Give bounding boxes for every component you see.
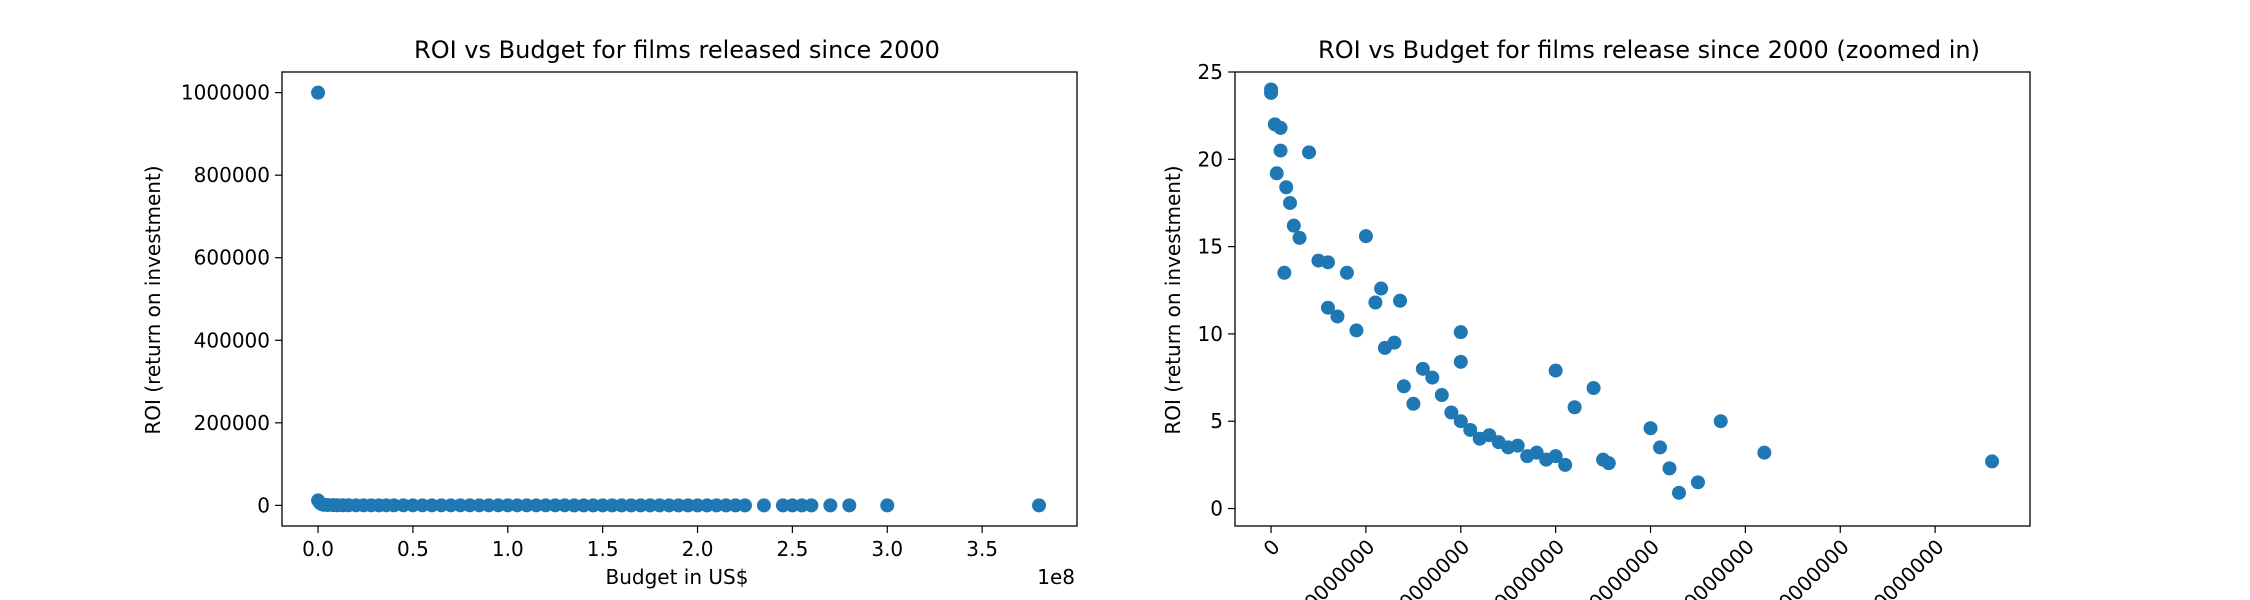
chart-left-point [1032,498,1047,513]
chart-right-point [1330,309,1345,324]
chart-right-points [1264,82,2000,500]
chart-left-point [804,498,819,513]
chart-left-x-axis-label: Budget in US$ [606,565,749,589]
chart-left-y-tick-label: 600000 [194,246,270,270]
chart-right-point [1320,300,1335,315]
chart-left-x-tick-label: 0.5 [397,537,429,561]
chart-left-x-tick-label: 3.5 [966,537,998,561]
chart-left-x-tick-label: 0.0 [302,537,334,561]
chart-left-x-tick-label: 2.5 [776,537,808,561]
chart-right-point [1396,379,1411,394]
chart-left: ROI vs Budget for films released since 2… [141,36,1078,589]
chart-left-points [311,85,1047,513]
chart-right-point [1643,421,1658,436]
chart-left-point [823,498,838,513]
chart-right-point [1548,363,1563,378]
chart-right-point [1406,396,1421,411]
chart-right-y-tick-label: 20 [1198,147,1223,171]
chart-left-x-tick-label: 3.0 [871,537,903,561]
chart-right-point [1453,325,1468,340]
chart-left-x-tick-label: 1.5 [587,537,619,561]
chart-right-y-tick-label: 25 [1198,60,1223,84]
chart-right-point [1434,388,1449,403]
chart-right-point [1510,438,1525,453]
chart-right-point [1463,422,1478,437]
chart-right-point [1273,143,1288,158]
chart-right-point [1713,414,1728,429]
chart-right-point [1283,195,1298,210]
chart-right-point [1757,445,1772,460]
chart-right-y-axis-label: ROI (return on investment) [1161,165,1185,434]
chart-left-point [737,498,752,513]
chart-right-point [1453,354,1468,369]
chart-right-point [1269,166,1284,181]
chart-left-point [756,498,771,513]
chart-right-point [1387,335,1402,350]
chart-left-frame [281,71,1078,527]
chart-right-point [1415,361,1430,376]
chart-right-point [1601,456,1616,471]
chart-right-y-tick-label: 0 [1210,497,1223,521]
chart-right-point [1425,370,1440,385]
chart-right-frame [1234,71,2031,527]
chart-right-point [1320,255,1335,270]
chart-right-point [1558,457,1573,472]
chart-left-x-tick-label: 2.0 [682,537,714,561]
chart-right-point [1374,281,1389,296]
chart-left-point [311,85,326,100]
chart-left-y-tick-label: 800000 [194,163,270,187]
chart-left-x-offset-label: 1e8 [1037,565,1075,589]
chart-left-y-tick-label: 400000 [194,328,270,352]
chart-right-point [1264,85,1279,100]
chart-right-point [1985,454,2000,469]
chart-right-point [1586,381,1601,396]
chart-right-title: ROI vs Budget for films release since 20… [1318,36,1980,64]
chart-right-y-tick-label: 10 [1198,322,1223,346]
chart-right-point [1277,265,1292,280]
chart-left-y-axis-label: ROI (return on investment) [141,165,165,434]
chart-right-point [1273,120,1288,135]
chart-right-point [1453,414,1468,429]
chart-left-point [842,498,857,513]
chart-right-point [1286,218,1301,233]
chart-right-y-tick-label: 5 [1210,409,1223,433]
chart-right-point [1292,230,1307,245]
chart-right-point [1301,145,1316,160]
chart-right-point [1690,475,1705,490]
chart-right-point [1653,440,1668,455]
chart-right-point [1671,485,1686,500]
chart-right-point [1349,323,1364,338]
chart-right-point [1393,293,1408,308]
chart-right-point [1444,405,1459,420]
chart-right-point [1279,180,1294,195]
chart-left-point [880,498,895,513]
chart-right-point [1662,461,1677,476]
chart-right-point [1548,449,1563,464]
chart-right-y-tick-label: 15 [1198,235,1223,259]
chart-left-x-tick-label: 1.0 [492,537,524,561]
chart-left-y-tick-label: 200000 [194,411,270,435]
chart-right-point [1358,229,1373,244]
chart-left-title: ROI vs Budget for films released since 2… [414,36,940,64]
chart-left-y-tick-label: 1000000 [181,81,270,105]
chart-right-point [1339,265,1354,280]
chart-right-point [1368,295,1383,310]
chart-right-point [1567,400,1582,415]
chart-left-y-tick-label: 0 [257,493,270,517]
